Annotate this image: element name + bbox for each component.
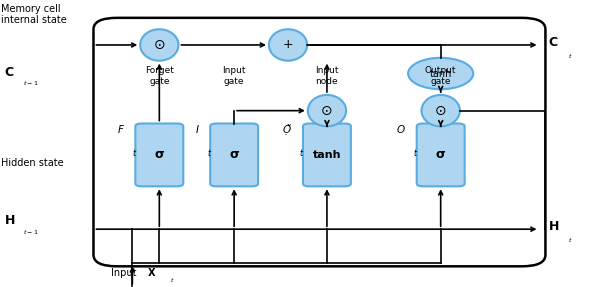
FancyBboxPatch shape <box>136 123 183 186</box>
Text: O: O <box>397 125 405 135</box>
FancyBboxPatch shape <box>303 123 351 186</box>
Text: ⊙: ⊙ <box>321 104 333 118</box>
Text: t: t <box>300 149 303 158</box>
Ellipse shape <box>408 58 473 89</box>
Ellipse shape <box>140 29 178 61</box>
Text: F: F <box>118 125 124 135</box>
Text: $_t$: $_t$ <box>568 52 573 61</box>
Ellipse shape <box>422 95 460 126</box>
Text: σ: σ <box>154 148 164 161</box>
Text: t: t <box>133 149 136 158</box>
FancyBboxPatch shape <box>417 123 464 186</box>
Ellipse shape <box>308 95 346 126</box>
Text: σ: σ <box>229 148 239 161</box>
Text: $\mathbf{C}$: $\mathbf{C}$ <box>4 66 14 79</box>
Text: t: t <box>414 149 417 158</box>
Text: ⊙: ⊙ <box>154 38 165 52</box>
Text: $\mathbf{C}$: $\mathbf{C}$ <box>548 36 559 49</box>
Text: Hidden state: Hidden state <box>1 158 64 168</box>
Text: I: I <box>195 125 198 135</box>
Text: tanh: tanh <box>430 69 452 79</box>
Ellipse shape <box>269 29 307 61</box>
Text: Memory cell
internal state: Memory cell internal state <box>1 3 67 25</box>
Text: σ: σ <box>436 148 446 161</box>
Text: $\mathbf{X}$: $\mathbf{X}$ <box>148 266 157 278</box>
Text: Input
gate: Input gate <box>223 66 246 86</box>
Text: +: + <box>283 38 293 51</box>
Text: $_{t-1}$: $_{t-1}$ <box>23 228 39 236</box>
Text: $\mathbf{H}$: $\mathbf{H}$ <box>548 220 560 233</box>
FancyBboxPatch shape <box>210 123 258 186</box>
Text: Output
gate: Output gate <box>425 66 457 86</box>
Text: ⊙: ⊙ <box>435 104 446 118</box>
Text: $_{t-1}$: $_{t-1}$ <box>23 79 39 88</box>
Text: Input
node: Input node <box>315 66 338 86</box>
Text: Forget
gate: Forget gate <box>145 66 174 86</box>
Text: $\mathbf{H}$: $\mathbf{H}$ <box>4 214 15 227</box>
Text: Input: Input <box>112 268 140 278</box>
Text: tanh: tanh <box>313 150 341 160</box>
Text: $_t$: $_t$ <box>568 236 573 245</box>
Text: t: t <box>207 149 210 158</box>
Text: Ọ̃: Ọ̃ <box>283 124 291 135</box>
Text: $_t$: $_t$ <box>170 276 175 285</box>
